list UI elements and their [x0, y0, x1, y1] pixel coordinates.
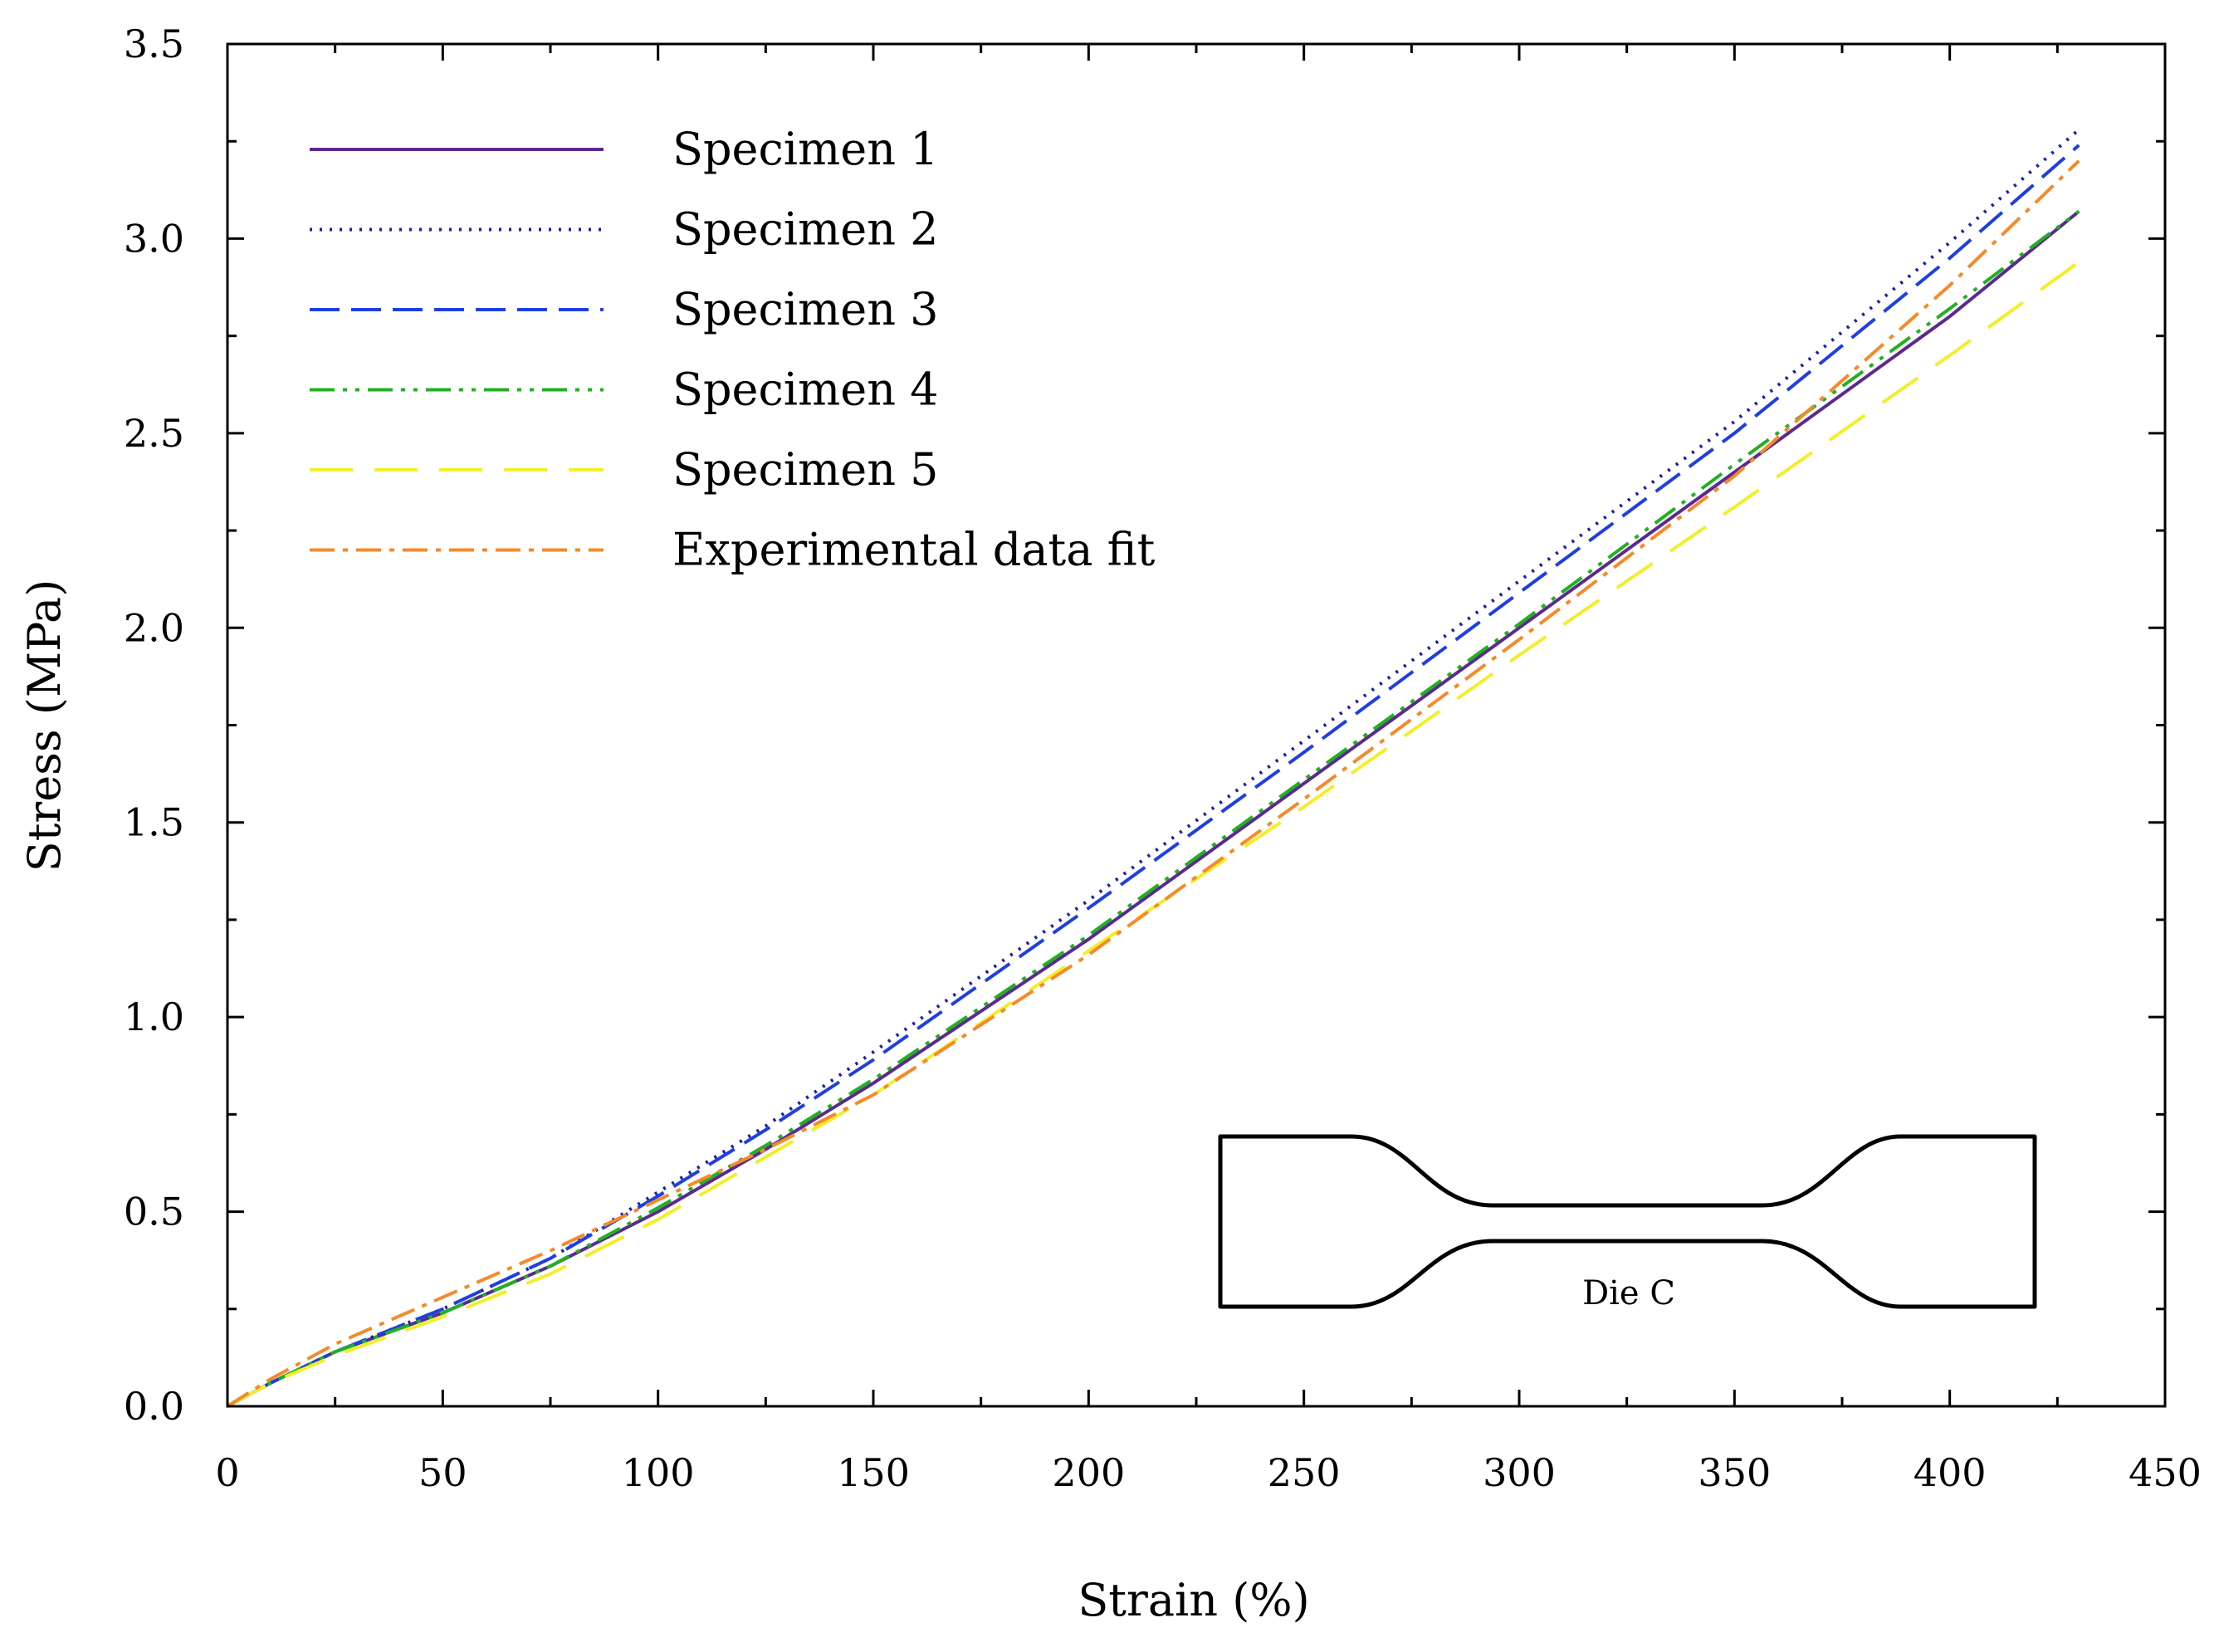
x-tick-label: 0: [215, 1450, 239, 1495]
y-tick-label: 0.5: [124, 1190, 184, 1234]
x-tick-label: 250: [1268, 1450, 1341, 1495]
legend-label-3: Specimen 3: [672, 283, 939, 335]
legend: Specimen 1 Specimen 2 Specimen 3 Specimen 4…: [310, 123, 1156, 576]
legend-label-5: Specimen 5: [672, 443, 939, 496]
x-axis-title: Strain (%): [1078, 1574, 1309, 1626]
die-c-inset: Die C: [1218, 1134, 2037, 1312]
legend-label-1: Specimen 1: [672, 123, 939, 175]
die-c-label: Die C: [1582, 1274, 1675, 1312]
y-tick-label: 2.0: [124, 605, 184, 650]
y-tick-label: 0.0: [124, 1384, 184, 1429]
x-tick-label: 450: [2129, 1450, 2202, 1495]
tick-labels-layer: 0 50 100 150 200 250 300 350 400 450 0.0 0.5 1.0 1.5 2…: [124, 22, 2202, 1495]
series-line-6: [226, 159, 2080, 1408]
y-tick-label: 2.5: [124, 411, 184, 456]
y-tick-label: 3.0: [124, 216, 184, 261]
y-tick-label: 1.0: [124, 995, 184, 1039]
legend-label-2: Specimen 2: [672, 203, 939, 256]
series-line-4: [227, 210, 2080, 1408]
dumbbell-specimen-outline: [1218, 1134, 2037, 1309]
x-tick-label: 200: [1052, 1450, 1125, 1495]
series-line-5: [227, 260, 2080, 1408]
y-tick-label: 3.5: [124, 22, 184, 66]
x-tick-label: 400: [1914, 1450, 1987, 1495]
x-tick-label: 100: [622, 1450, 695, 1495]
x-tick-label: 350: [1698, 1450, 1771, 1495]
legend-label-4: Specimen 4: [672, 364, 939, 416]
y-tick-label: 1.5: [124, 800, 184, 845]
x-tick-label: 150: [837, 1450, 910, 1495]
plot-frame: [226, 42, 2167, 1408]
x-tick-label: 50: [418, 1450, 467, 1495]
x-tick-label: 300: [1483, 1450, 1556, 1495]
y-axis-title: Stress (MPa): [18, 579, 71, 872]
legend-label-6: Experimental data fit: [672, 524, 1156, 576]
series-layer: [226, 128, 2080, 1408]
